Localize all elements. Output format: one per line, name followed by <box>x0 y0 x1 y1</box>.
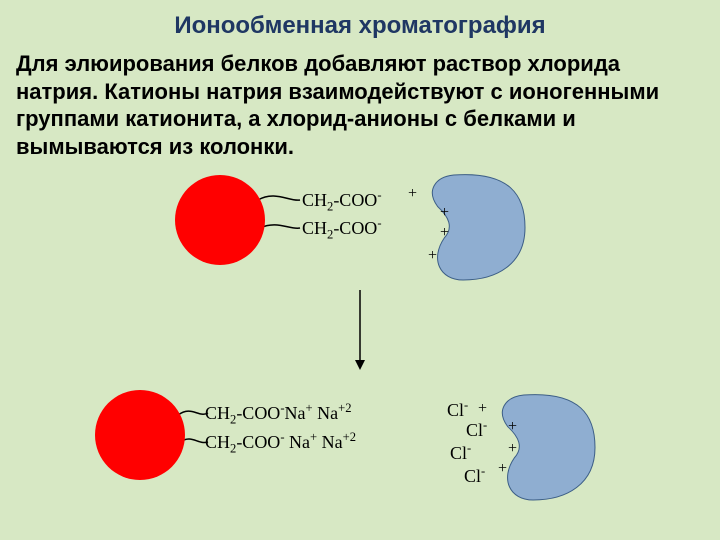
cl-label-2: Cl- <box>450 443 471 464</box>
plus-top-2: + <box>440 224 449 242</box>
plus-bot-0: + <box>478 400 487 418</box>
plus-top-0: + <box>408 185 417 203</box>
diagram-top <box>0 0 720 540</box>
plus-top-1: + <box>440 204 449 222</box>
cl-label-1: Cl- <box>466 420 487 441</box>
cl-label-3: Cl- <box>464 466 485 487</box>
cl-label-0: Cl- <box>447 400 468 421</box>
plus-bot-3: + <box>498 460 507 478</box>
formula-top-0: CH2-COO- <box>302 190 382 211</box>
plus-top-3: + <box>428 247 437 265</box>
plus-bot-1: + <box>508 418 517 436</box>
plus-bot-2: + <box>508 440 517 458</box>
arrow-down <box>355 290 365 370</box>
resin-bead-bottom <box>95 390 185 480</box>
formula-top-1: CH2-COO- <box>302 218 382 239</box>
resin-bead-top <box>175 175 265 265</box>
canvas: Ионообменная хроматография Для элюирован… <box>0 0 720 540</box>
formula-bot-1: CH2-COO- Na+ Na+2 <box>205 432 356 453</box>
formula-bot-0: CH2-COO-Na+ Na+2 <box>205 403 352 424</box>
